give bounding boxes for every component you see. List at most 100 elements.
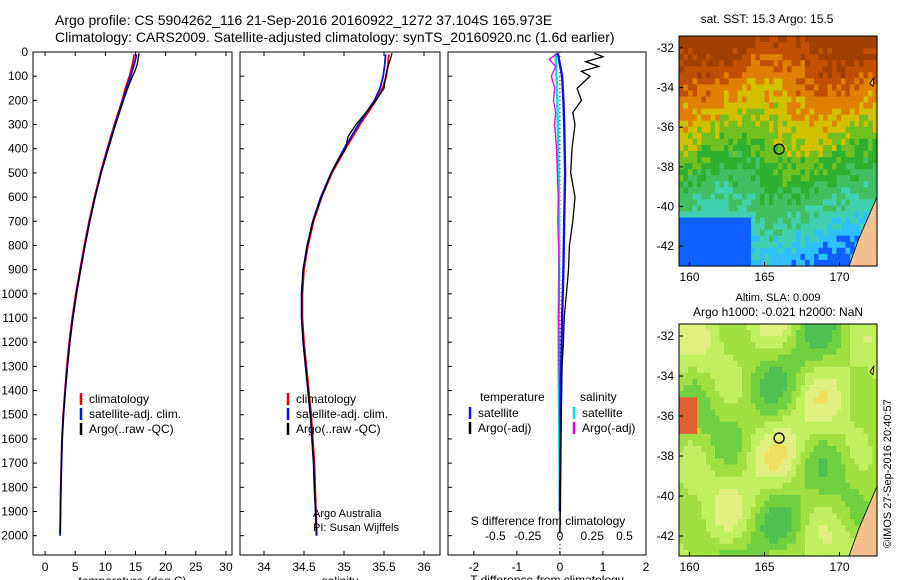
sla-map-cell (733, 397, 739, 404)
sst-map-cell (773, 169, 779, 176)
sla-map-cell (737, 342, 743, 349)
sla-map-cell (728, 482, 734, 490)
sla-map-cell (728, 494, 734, 502)
sst-map-cell (827, 108, 833, 116)
sst-map-cell (859, 181, 865, 188)
sla-map-cell (688, 519, 694, 527)
sla-map-cell (787, 519, 793, 527)
sla-map-cell (773, 348, 779, 356)
sst-map-cell (683, 217, 689, 225)
depth-tick-label: 600 (8, 190, 28, 204)
sst-map-cell (827, 36, 833, 43)
sst-map-cell (769, 241, 775, 249)
sla-map-cell (733, 427, 739, 435)
sla-map-cell (872, 482, 878, 490)
sla-map-cell (683, 513, 689, 520)
sla-map-cell (827, 501, 833, 508)
sst-map-cell (719, 259, 725, 267)
sst-map-cell (742, 108, 748, 116)
sst-map-cell (760, 126, 766, 134)
sla-map-cell (737, 531, 743, 539)
sla-map-cell (715, 330, 721, 337)
sst-map-cell (751, 114, 757, 122)
sst-map-cell (845, 229, 851, 237)
sst-map-cell (764, 181, 770, 188)
sla-map-cell (773, 330, 779, 337)
sla-map-cell (688, 421, 694, 429)
sla-map-cell (827, 452, 833, 459)
sla-map-cell (805, 482, 811, 490)
sst-map-cell (778, 229, 784, 237)
sla-map-cell (724, 360, 730, 368)
sst-map-cell (832, 175, 838, 182)
sla-map-cell (683, 507, 689, 514)
sla-map-cell (710, 366, 716, 374)
sst-map-cell (805, 193, 811, 201)
sst-map-cell (859, 66, 865, 73)
sla-map-cell (868, 366, 874, 374)
sst-map-cell (751, 211, 757, 219)
difference-xtick-label: -2 (468, 560, 479, 574)
sla-map-cell (850, 342, 856, 349)
sst-map-cell (679, 132, 685, 140)
sst-map-cell (872, 193, 878, 201)
sla-map-cell (832, 403, 838, 411)
sla-map-cell (791, 488, 797, 496)
sst-map-cell (719, 181, 725, 188)
sst-map-cell (818, 247, 824, 255)
sla-map-cell (764, 537, 770, 545)
sst-map-cell (710, 48, 716, 55)
sst-map-cell (742, 199, 748, 207)
sst-map-cell (751, 241, 757, 249)
sla-map-cell (692, 482, 698, 490)
sst-map-cell (787, 235, 793, 243)
sla-map-cell (800, 342, 806, 349)
sst-map-cell (724, 48, 730, 55)
sla-map-cell (787, 470, 793, 478)
sla-map-cell (683, 525, 689, 533)
sla-map-cell (850, 458, 856, 465)
sla-map-cell (746, 433, 752, 441)
sst-map-cell (755, 217, 761, 225)
sla-map-cell (791, 507, 797, 514)
sla-map-cell (791, 543, 797, 551)
sst-map-cell (845, 157, 851, 164)
sla-map-cell (724, 501, 730, 508)
sst-map-cell (760, 108, 766, 116)
sla-map-cell (796, 360, 802, 368)
sla-map-cell (746, 378, 752, 386)
sst-map-cell (809, 144, 815, 152)
sst-map-cell (719, 217, 725, 225)
sst-map-cell (850, 211, 856, 219)
sla-map-cell (836, 348, 842, 356)
sla-map-cell (764, 336, 770, 343)
sst-map-cell (773, 181, 779, 188)
sst-map-cell (688, 229, 694, 237)
sla-map-cell (751, 488, 757, 496)
sla-map-cell (823, 385, 829, 392)
sst-map-cell (859, 72, 865, 79)
sla-map-cell (809, 507, 815, 514)
sst-map-cell (692, 84, 698, 92)
sst-map-cell (679, 120, 685, 128)
sla-map-cell (697, 525, 703, 533)
sst-map-cell (845, 72, 851, 79)
sst-map-cell (742, 72, 748, 79)
sst-map-cell (688, 84, 694, 92)
sla-map-cell (764, 482, 770, 490)
sst-map-cell (737, 60, 743, 67)
sla-map-cell (769, 507, 775, 514)
sla-map-ytick-label: -40 (657, 489, 675, 503)
sla-map-cell (805, 366, 811, 374)
sst-map-cell (692, 175, 698, 182)
sla-map-cell (701, 354, 707, 362)
sla-map-cell (832, 452, 838, 459)
sst-map-cell (760, 163, 766, 170)
sla-map-cell (769, 501, 775, 508)
diff-legend-sal-entry: Argo(-adj) (582, 421, 635, 435)
sst-map-cell (805, 199, 811, 207)
sla-map-cell (872, 458, 878, 465)
sla-map-cell (737, 403, 743, 411)
sst-map-cell (805, 235, 811, 243)
sla-map-cell (769, 391, 775, 398)
